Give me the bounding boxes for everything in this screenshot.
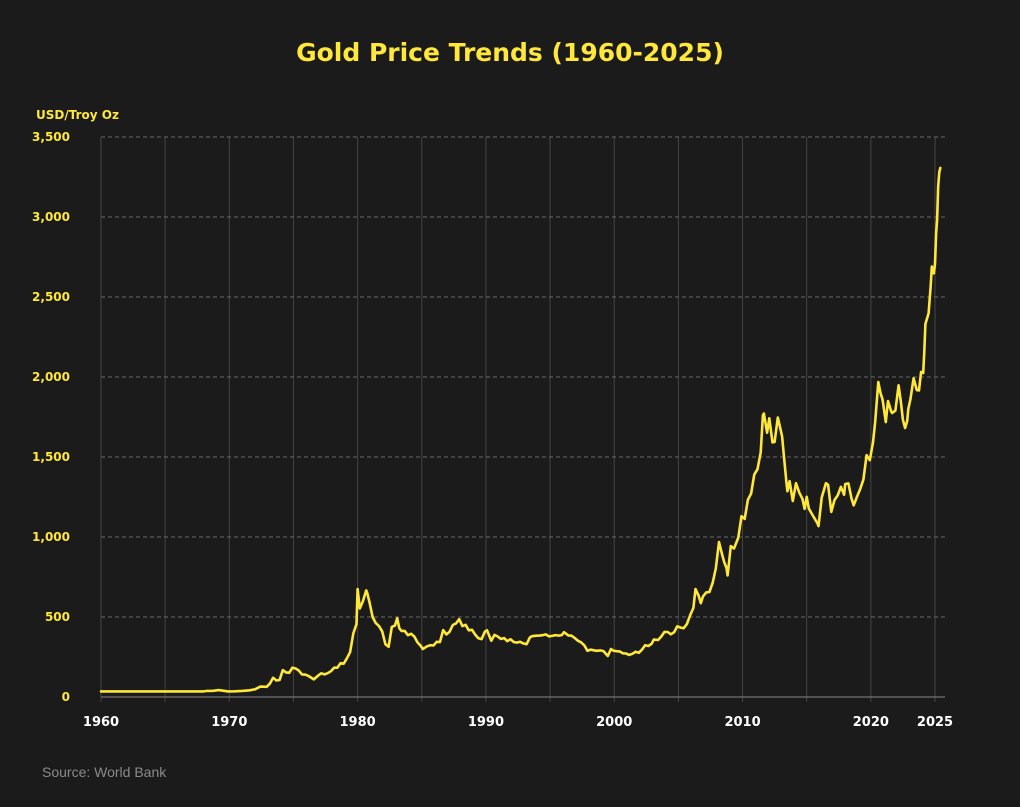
x-tick-label: 2020	[853, 715, 889, 730]
y-tick-label: 0	[62, 690, 70, 704]
y-tick-label: 3,500	[32, 130, 70, 144]
y-tick-label: 1,500	[32, 450, 70, 464]
y-tick-label: 2,000	[32, 370, 70, 384]
y-tick-label: 500	[45, 610, 70, 624]
x-tick-label: 2000	[596, 715, 632, 730]
x-tick-label: 1990	[468, 715, 504, 730]
y-tick-label: 1,000	[32, 530, 70, 544]
y-axis-label: USD/Troy Oz	[36, 108, 119, 122]
gold-price-line	[99, 166, 942, 693]
x-tick-label: 1980	[340, 715, 376, 730]
y-tick-label: 2,500	[32, 290, 70, 304]
x-tick-label: 1970	[211, 715, 247, 730]
x-tick-label: 1960	[83, 715, 119, 730]
chart-title: Gold Price Trends (1960-2025)	[296, 38, 724, 67]
x-tick-label: 2010	[724, 715, 760, 730]
x-tick-label: 2025	[917, 715, 953, 730]
y-tick-label: 3,000	[32, 210, 70, 224]
source-note: Source: World Bank	[42, 764, 167, 780]
